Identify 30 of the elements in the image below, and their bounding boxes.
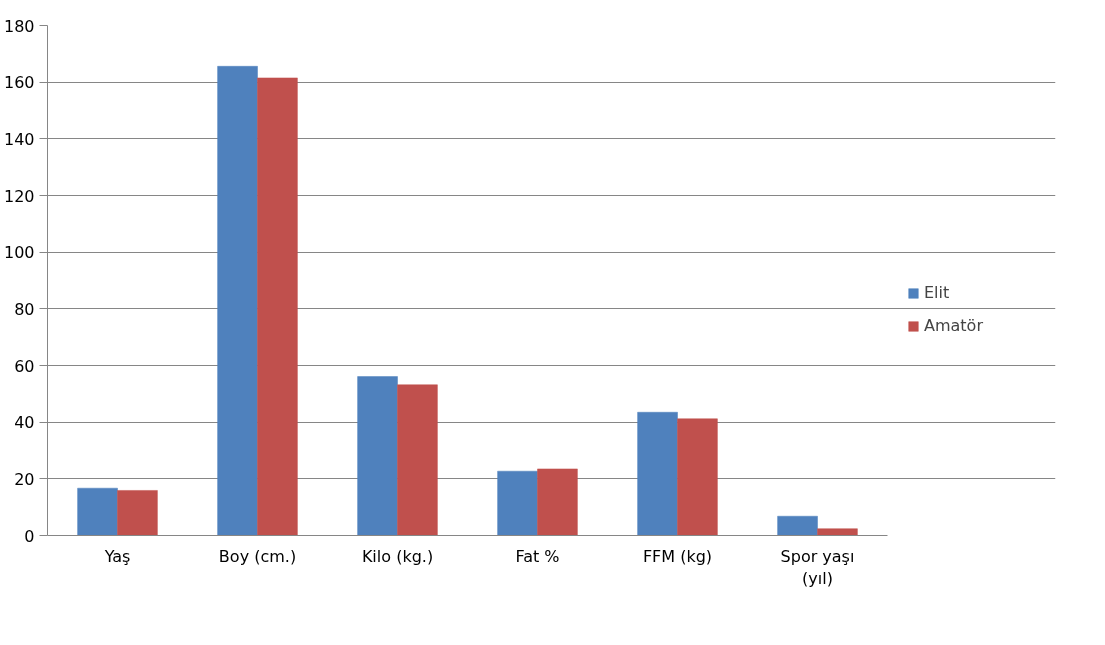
x-tick-label: Yaş <box>103 546 131 566</box>
bar <box>217 66 258 536</box>
x-tick-label: Fat % <box>515 546 560 566</box>
x-tick-label: Spor yaşı (yıl) <box>780 546 855 589</box>
y-tick-label: 0 <box>24 526 35 546</box>
bar <box>677 418 718 536</box>
y-tick-label: 40 <box>14 413 35 433</box>
x-tick-label: Kilo (kg.) <box>361 546 434 566</box>
y-tick-label: 80 <box>14 299 35 319</box>
bar <box>117 490 158 536</box>
bar <box>777 515 818 536</box>
y-tick-label: 60 <box>14 356 35 376</box>
bar <box>637 412 678 536</box>
y-tick-label: 140 <box>3 129 35 149</box>
legend-label: Elit <box>924 283 950 302</box>
bar <box>397 384 438 536</box>
bar <box>497 470 538 536</box>
y-tick-label: 120 <box>3 186 35 206</box>
bar <box>357 376 398 536</box>
y-tick-label: 160 <box>3 73 35 93</box>
x-tick-label: Boy (cm.) <box>218 546 297 566</box>
y-tick-label: 20 <box>14 469 35 489</box>
bar <box>817 528 858 536</box>
bar <box>537 468 578 536</box>
x-tick-label: FFM (kg) <box>642 546 713 566</box>
bar <box>77 487 118 536</box>
y-tick-label: 180 <box>3 16 35 36</box>
y-tick-label: 100 <box>3 243 35 263</box>
bar <box>257 77 298 536</box>
legend-label: Amatör <box>924 316 983 335</box>
